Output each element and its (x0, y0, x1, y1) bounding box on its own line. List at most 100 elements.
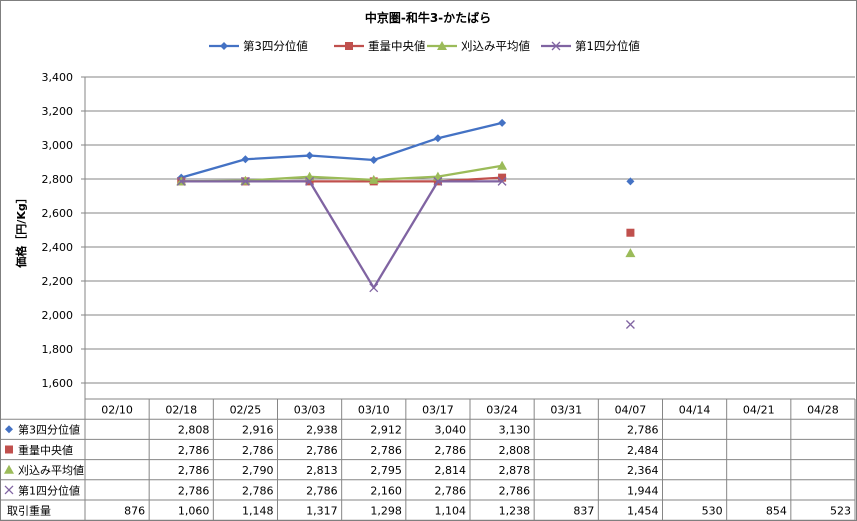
data-label: 3,130 (499, 424, 531, 437)
table-row-label: 取引重量 (7, 504, 51, 518)
x-tick-label: 02/10 (101, 404, 133, 417)
series-3 (176, 160, 636, 258)
legend-marker (437, 41, 447, 50)
data-label: 2,786 (178, 444, 210, 457)
data-label: 2,786 (435, 484, 467, 497)
data-label: 2,814 (435, 464, 467, 477)
y-tick-label: 2,600 (42, 207, 74, 220)
data-label: 2,808 (178, 424, 210, 437)
x-tick-label: 04/14 (679, 404, 711, 417)
x-tick-label: 03/03 (294, 404, 326, 417)
data-point (241, 155, 250, 164)
data-label: 2,808 (499, 444, 531, 457)
data-label: 2,364 (627, 464, 659, 477)
data-label: 2,786 (306, 444, 338, 457)
legend-item: 刈込み平均値 (427, 39, 530, 53)
x-tick-label: 04/28 (807, 404, 839, 417)
data-label: 2,795 (370, 464, 402, 477)
data-label: 2,813 (306, 464, 338, 477)
data-point (369, 283, 379, 293)
data-point (305, 176, 315, 186)
data-point (625, 248, 636, 258)
data-point (369, 155, 378, 164)
y-tick-label: 3,000 (42, 139, 74, 152)
data-label: 2,938 (306, 424, 338, 437)
x-tick-label: 04/21 (743, 404, 775, 417)
data-label: 2,786 (178, 464, 210, 477)
data-point (433, 176, 443, 186)
table-row-label: 重量中央値 (18, 443, 73, 457)
data-label: 1,298 (370, 505, 402, 518)
y-tick-label: 3,200 (42, 105, 74, 118)
data-label: 2,786 (627, 424, 659, 437)
y-tick-label: 3,400 (42, 71, 74, 84)
data-label: 2,916 (242, 424, 274, 437)
legend-label: 重量中央値 (368, 39, 426, 53)
data-label: 2,160 (370, 484, 402, 497)
data-label: 2,786 (242, 484, 274, 497)
table-legend-marker (4, 464, 14, 474)
data-label: 854 (766, 505, 787, 518)
x-tick-label: 02/18 (165, 404, 197, 417)
data-label: 837 (573, 505, 594, 518)
legend-marker (551, 41, 561, 51)
legend-item: 重量中央値 (334, 39, 426, 53)
data-label: 2,786 (370, 444, 402, 457)
data-label: 876 (124, 505, 145, 518)
data-table: 02/10 02/18 02/25 03/03 03/10 03/17 03/24 03/31… (1, 398, 856, 520)
y-tick-label: 2,000 (42, 309, 74, 322)
x-tick-label: 04/07 (615, 404, 647, 417)
data-point (433, 134, 442, 143)
data-label: 1,454 (627, 505, 659, 518)
data-point (368, 174, 379, 184)
y-axis-label: 価格［円/Kg］ (14, 192, 28, 268)
data-point (497, 160, 508, 170)
data-label: 1,238 (499, 505, 531, 518)
series-1 (177, 118, 635, 186)
data-label: 2,786 (435, 444, 467, 457)
table-legend-marker (4, 485, 14, 495)
legend-marker (220, 42, 228, 50)
data-point (305, 151, 314, 160)
data-point (626, 228, 635, 237)
data-label: 2,786 (499, 484, 531, 497)
table-row-label: 第1四分位値 (18, 483, 80, 497)
data-label: 1,944 (627, 484, 659, 497)
x-tick-label: 02/25 (230, 404, 262, 417)
x-tick-label: 03/10 (358, 404, 390, 417)
legend-label: 刈込み平均値 (461, 39, 530, 53)
data-point (498, 173, 507, 182)
legend-item: 第1四分位値 (541, 39, 640, 53)
x-tick-label: 03/31 (550, 404, 582, 417)
data-label: 1,104 (435, 505, 467, 518)
series-line (180, 121, 503, 179)
legend-label: 第1四分位値 (575, 39, 640, 53)
data-point (497, 176, 507, 186)
data-point (625, 320, 635, 329)
series-line (181, 180, 503, 289)
table-row-label: 第3四分位値 (18, 423, 80, 437)
data-label: 530 (702, 505, 723, 518)
data-point (176, 176, 186, 186)
legend-marker (345, 42, 353, 50)
table-legend-marker (5, 425, 13, 434)
data-label: 3,040 (435, 424, 467, 437)
series-4 (176, 176, 635, 329)
table-row-label: 刈込み平均値 (18, 464, 84, 477)
y-tick-label: 2,800 (42, 173, 74, 186)
chart-title: 中京圏-和牛3-かたばら (365, 10, 491, 25)
y-tick-label: 1,800 (42, 343, 74, 356)
legend-item: 第3四分位値 (209, 39, 308, 53)
x-tick-label: 03/24 (486, 404, 518, 417)
y-tick-label: 1,600 (42, 377, 74, 390)
data-label: 1,060 (178, 505, 210, 518)
y-tick-label: 2,200 (42, 275, 74, 288)
data-label: 523 (830, 505, 851, 518)
data-label: 2,912 (370, 424, 402, 437)
x-tick-label: 03/17 (422, 404, 454, 417)
y-tick-label: 2,400 (42, 241, 74, 254)
data-point (626, 177, 635, 186)
data-label: 1,317 (306, 505, 338, 518)
